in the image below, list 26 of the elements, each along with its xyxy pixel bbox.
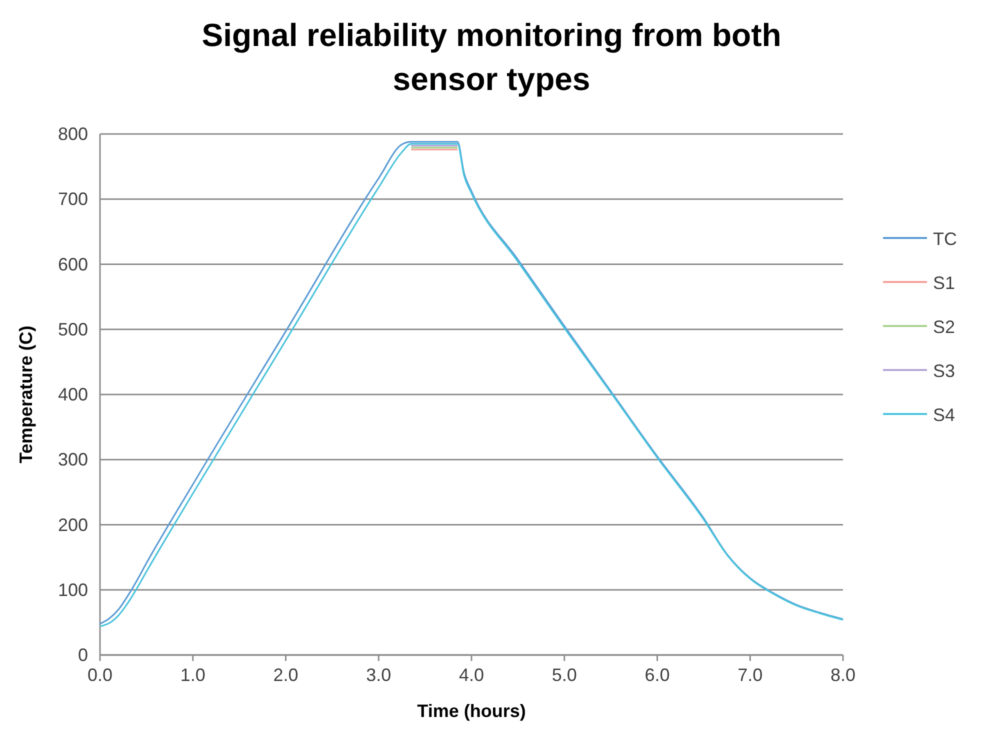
x-tick-label: 2.0 xyxy=(273,665,298,685)
y-tick-label: 500 xyxy=(58,319,88,340)
y-tick-label: 100 xyxy=(58,580,88,600)
x-tick-label: 1.0 xyxy=(180,665,206,685)
x-axis-title: Time (hours) xyxy=(417,701,526,721)
y-tick-label: 700 xyxy=(58,189,88,210)
chart-title: Signal reliability monitoring from both sensor types xyxy=(202,17,782,97)
x-tick-label: 3.0 xyxy=(366,665,392,685)
y-tick-label: 200 xyxy=(58,514,88,535)
x-tick-label: 4.0 xyxy=(458,665,484,685)
legend-label: S1 xyxy=(933,273,956,293)
legend-label: S4 xyxy=(933,405,956,425)
x-tick-label: 0.0 xyxy=(87,665,113,685)
y-tick-label: 0 xyxy=(78,645,88,665)
legend-label: S2 xyxy=(933,317,956,337)
y-axis-title: Temperature (C) xyxy=(16,326,36,464)
y-tick-label: 300 xyxy=(58,450,88,470)
x-tick-label: 7.0 xyxy=(738,665,763,685)
y-tick-label: 600 xyxy=(58,254,88,274)
y-tick-label: 400 xyxy=(58,384,88,404)
x-tick-label: 6.0 xyxy=(644,665,670,685)
x-tick-label: 8.0 xyxy=(830,665,856,685)
y-tick-label: 800 xyxy=(58,124,88,144)
legend-label: S3 xyxy=(933,361,956,381)
legend-label: TC xyxy=(933,229,957,249)
x-tick-label: 5.0 xyxy=(552,665,577,685)
